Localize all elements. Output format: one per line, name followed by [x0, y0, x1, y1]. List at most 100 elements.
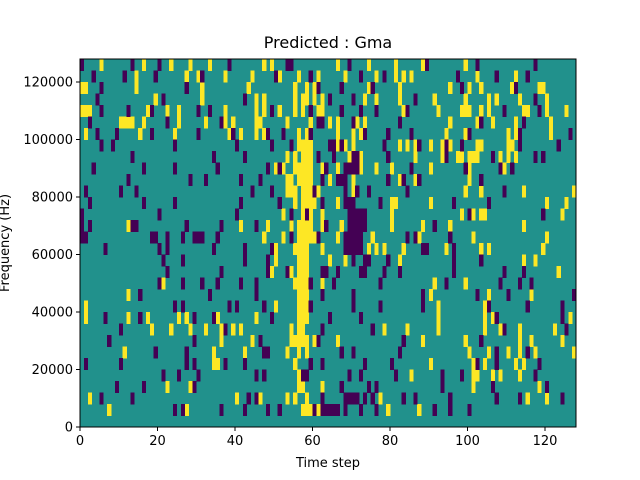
heatmap-cell-high	[397, 82, 402, 94]
y-tick-label: 120000	[23, 76, 73, 91]
heatmap-cell-low	[281, 128, 286, 140]
heatmap-cell-high	[184, 404, 189, 416]
heatmap-cell-high	[479, 185, 484, 198]
heatmap-cell-high	[548, 116, 554, 129]
heatmap-cell-high	[223, 116, 228, 129]
heatmap-cell-low	[83, 231, 89, 244]
heatmap-cell-low	[87, 197, 92, 209]
heatmap-cell-high	[459, 208, 464, 221]
heatmap-cell-low	[397, 116, 402, 129]
heatmap-cell-high	[483, 208, 488, 221]
heatmap-cell-high	[200, 93, 205, 106]
heatmap-cell-low	[254, 369, 259, 382]
heatmap-cell-low	[568, 128, 573, 140]
heatmap-cell-low	[502, 266, 507, 278]
heatmap-cell-high	[413, 151, 418, 163]
heatmap-cell-high	[339, 220, 344, 232]
heatmap-cell-high	[83, 82, 89, 94]
heatmap-cell-low	[343, 404, 348, 416]
heatmap-cell-low	[207, 105, 213, 117]
heatmap-cell-high	[552, 323, 557, 336]
heatmap-cell-high	[335, 162, 340, 175]
heatmap-cell-high	[300, 185, 306, 198]
heatmap-cell-low	[479, 335, 484, 347]
heatmap-cell-high	[304, 254, 309, 267]
heatmap-cell-low	[347, 208, 352, 221]
heatmap-cell-high	[432, 93, 437, 106]
heatmap-cell-high	[459, 105, 464, 117]
heatmap-cell-low	[328, 312, 333, 324]
heatmap-cell-low	[366, 381, 371, 393]
heatmap-cell-high	[215, 312, 220, 324]
heatmap-cell-low	[95, 93, 100, 106]
heatmap-cell-high	[308, 231, 313, 244]
heatmap-cell-high	[293, 358, 298, 370]
heatmap-cell-low	[269, 185, 275, 198]
heatmap-cell-high	[215, 358, 220, 370]
heatmap-cell-high	[312, 197, 317, 209]
heatmap-cell-high	[169, 59, 174, 71]
heatmap-cell-low	[320, 266, 325, 278]
heatmap-cell-low	[351, 254, 356, 267]
heatmap-cell-high	[320, 220, 325, 232]
heatmap-cell-low	[463, 162, 468, 175]
heatmap-cell-low	[370, 82, 375, 94]
heatmap-cell-low	[134, 220, 139, 232]
heatmap-cell-high	[304, 404, 309, 416]
heatmap-cell-low	[204, 174, 209, 186]
heatmap-cell-high	[548, 128, 554, 140]
heatmap-cell-low	[347, 162, 352, 175]
heatmap-cell-high	[335, 59, 340, 71]
heatmap-cell-high	[262, 59, 267, 71]
heatmap-cell-high	[297, 254, 302, 267]
heatmap-cell-low	[347, 392, 352, 405]
heatmap-cell-low	[467, 128, 472, 140]
heatmap-cell-low	[467, 208, 472, 221]
heatmap-cell-high	[300, 277, 306, 290]
heatmap-cell-low	[351, 300, 356, 313]
heatmap-cell-high	[545, 93, 550, 106]
heatmap-cell-low	[382, 266, 387, 278]
heatmap-cell-high	[308, 116, 313, 129]
heatmap-cell-high	[293, 93, 298, 106]
heatmap-cell-low	[254, 392, 259, 405]
heatmap-cell-high	[479, 139, 484, 152]
heatmap-cell-high	[428, 197, 433, 209]
heatmap-cell-low	[359, 231, 364, 244]
heatmap-cell-high	[510, 139, 515, 152]
heatmap-cell-low	[479, 116, 484, 129]
heatmap-cell-low	[502, 323, 507, 336]
heatmap-cell-low	[262, 346, 267, 359]
heatmap-cell-low	[266, 346, 271, 359]
heatmap-cell-high	[483, 300, 488, 313]
heatmap-cell-high	[374, 93, 379, 106]
heatmap-cell-low	[114, 128, 120, 140]
heatmap-cell-high	[510, 82, 515, 94]
heatmap-cell-high	[246, 82, 251, 94]
heatmap-cell-high	[83, 105, 89, 117]
heatmap-cell-low	[219, 266, 224, 278]
heatmap-cell-high	[176, 105, 182, 117]
heatmap-cell-high	[293, 335, 298, 347]
heatmap-cell-high	[413, 139, 418, 152]
heatmap-cell-low	[328, 139, 333, 152]
heatmap-cell-low	[475, 358, 480, 370]
heatmap-cell-low	[455, 70, 461, 83]
heatmap-cell-low	[517, 128, 523, 140]
heatmap-cell-low	[351, 289, 356, 301]
heatmap-cell-low	[374, 105, 379, 117]
heatmap-cell-high	[297, 174, 302, 186]
heatmap-cell-low	[215, 231, 220, 244]
heatmap-cell-high	[320, 208, 325, 221]
heatmap-cell-low	[386, 151, 391, 163]
heatmap-cell-low	[533, 369, 538, 382]
heatmap-cell-high	[506, 139, 511, 152]
heatmap-cell-low	[91, 70, 96, 83]
heatmap-cell-low	[153, 231, 158, 244]
heatmap-cell-low	[242, 404, 247, 416]
heatmap-cell-low	[211, 243, 216, 255]
heatmap-cell-low	[277, 197, 282, 209]
heatmap-cell-low	[223, 323, 228, 336]
heatmap-cell-low	[331, 404, 337, 416]
heatmap-cell-low	[266, 128, 271, 140]
